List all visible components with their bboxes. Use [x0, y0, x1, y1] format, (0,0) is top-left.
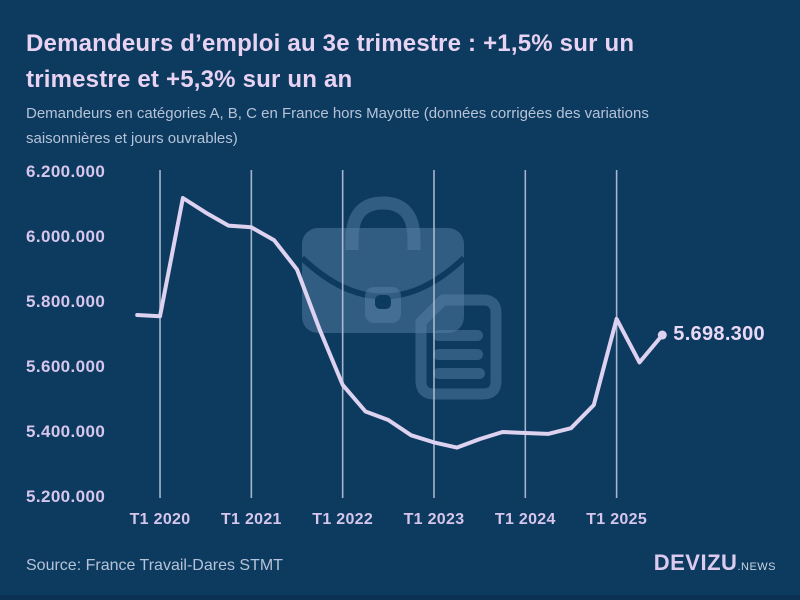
chart-line — [135, 196, 665, 450]
briefcase-icon — [299, 196, 467, 333]
y-tick-label: 5.200.000 — [26, 487, 106, 506]
logo-main: DEVIZU — [653, 550, 738, 575]
footer: Source: France Travail-Dares STMT DEVIZU… — [0, 550, 800, 580]
y-tick-label: 5.600.000 — [26, 357, 106, 376]
subtitle: Demandeurs en catégories A, B, C en Fran… — [26, 105, 649, 147]
end-value-label: 5.698.300 — [673, 323, 765, 346]
x-tick-label: T1 2023 — [403, 511, 465, 528]
y-tick-label: 5.400.000 — [26, 422, 106, 441]
header: Demandeurs d’emploi au 3e trimestre : +1… — [26, 26, 726, 151]
gridlines — [159, 170, 618, 498]
end-dot — [657, 330, 667, 340]
document-icon — [415, 294, 502, 400]
y-tick-label: 5.800.000 — [26, 292, 106, 311]
x-tick-label: T1 2022 — [312, 511, 374, 528]
y-tick-label: 6.000.000 — [26, 227, 106, 246]
y-tick-label: 6.200.000 — [26, 162, 106, 181]
page-title: Demandeurs d’emploi au 3e trimestre : +1… — [26, 30, 635, 93]
bottom-edge — [0, 595, 800, 600]
x-tick-label: T1 2021 — [220, 511, 282, 528]
x-tick-label: T1 2025 — [586, 511, 648, 528]
source-note: Source: France Travail-Dares STMT — [26, 557, 283, 574]
logo-suffix: .NEWS — [737, 561, 776, 573]
x-tick-label: T1 2024 — [494, 511, 556, 528]
x-tick-label: T1 2020 — [129, 511, 191, 528]
devizu-logo: DEVIZU .NEWS — [654, 550, 776, 576]
